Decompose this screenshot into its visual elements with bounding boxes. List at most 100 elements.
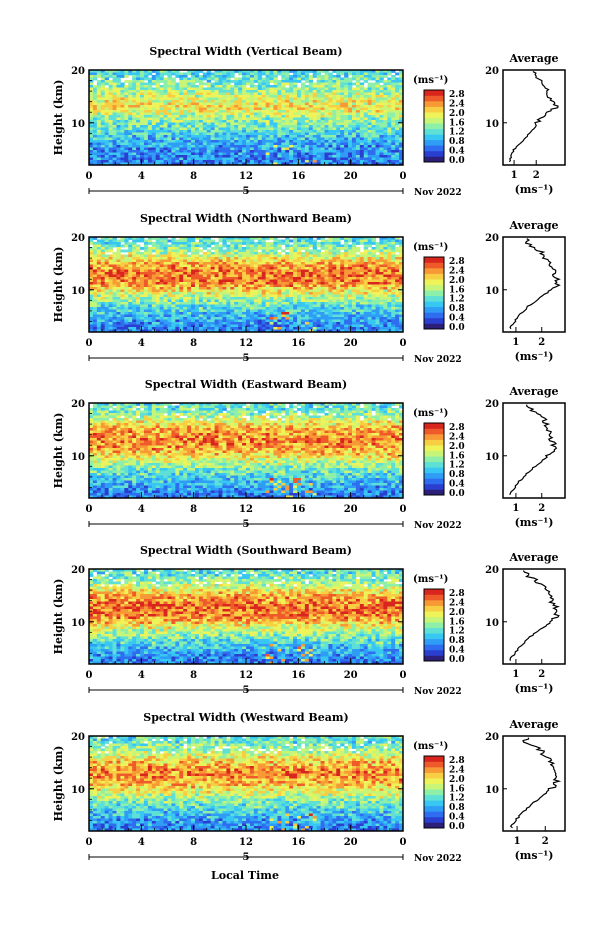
- heatmap-cell: [128, 158, 132, 161]
- heatmap-cell: [317, 88, 321, 91]
- heatmap-cell: [128, 295, 132, 298]
- heatmap-cell: [258, 140, 262, 143]
- heatmap-cell: [336, 252, 340, 255]
- heatmap-cell: [144, 155, 148, 158]
- heatmap-cell: [120, 135, 124, 138]
- heatmap-cell: [321, 100, 325, 103]
- heatmap-cell: [336, 90, 340, 93]
- heatmap-cell: [344, 88, 348, 91]
- heatmap-cell: [360, 148, 364, 151]
- heatmap-cell: [226, 80, 230, 83]
- heatmap-cell: [309, 158, 313, 161]
- heatmap-cell: [195, 272, 199, 275]
- heatmap-cell: [360, 88, 364, 91]
- heatmap-cell: [219, 148, 223, 151]
- heatmap-cell: [266, 267, 270, 270]
- heatmap-cell: [395, 257, 399, 260]
- heatmap-cell: [93, 138, 97, 141]
- heatmap-cell: [305, 295, 309, 298]
- heatmap-cell: [187, 125, 191, 128]
- heatmap-cell: [328, 247, 332, 250]
- heatmap-cell: [364, 285, 368, 288]
- heatmap-cell: [293, 93, 297, 96]
- heatmap-cell: [348, 257, 352, 260]
- heatmap-cell: [105, 118, 109, 121]
- heatmap-cell: [379, 295, 383, 298]
- heatmap-cell: [352, 158, 356, 161]
- heatmap-cell: [266, 95, 270, 98]
- heatmap-cell: [105, 285, 109, 288]
- heatmap-cell: [332, 282, 336, 285]
- heatmap-cell: [387, 153, 391, 156]
- heatmap-cell: [156, 78, 160, 81]
- heatmap-cell: [285, 123, 289, 126]
- heatmap-cell: [164, 125, 168, 128]
- heatmap-cell: [332, 100, 336, 103]
- heatmap-cell: [242, 83, 246, 86]
- heatmap-cell: [277, 245, 281, 248]
- heatmap-cell: [250, 130, 254, 133]
- heatmap-cell: [254, 267, 258, 270]
- heatmap-cell: [285, 108, 289, 111]
- heatmap-cell: [336, 153, 340, 156]
- heatmap-cell: [391, 130, 395, 133]
- heatmap-cell: [124, 270, 128, 273]
- heatmap-cell: [270, 285, 274, 288]
- heatmap-cell: [215, 88, 219, 91]
- heatmap-cell: [195, 110, 199, 113]
- heatmap-cell: [215, 95, 219, 98]
- heatmap-cell: [136, 287, 140, 290]
- heatmap-cell: [179, 242, 183, 245]
- heatmap-cell: [215, 138, 219, 141]
- heatmap-cell: [242, 78, 246, 81]
- heatmap-cell: [148, 285, 152, 288]
- heatmap-cell: [124, 265, 128, 268]
- heatmap-cell: [356, 90, 360, 93]
- heatmap-cell: [105, 105, 109, 108]
- x-tick-label: 16: [291, 171, 305, 182]
- heatmap-cell: [266, 75, 270, 78]
- heatmap-cell: [242, 280, 246, 283]
- heatmap-cell: [148, 292, 152, 295]
- heatmap-cell: [328, 88, 332, 91]
- heatmap-cell: [152, 155, 156, 158]
- heatmap-cell: [309, 275, 313, 278]
- heatmap-cell: [195, 277, 199, 280]
- heatmap-cell: [128, 83, 132, 86]
- heatmap-cell: [120, 277, 124, 280]
- heatmap-cell: [199, 150, 203, 153]
- heatmap-cell: [160, 138, 164, 141]
- heatmap-cell: [187, 98, 191, 101]
- heatmap-cell: [124, 118, 128, 121]
- heatmap-cell: [116, 93, 120, 96]
- heatmap-cell: [168, 292, 172, 295]
- heatmap-cell: [219, 252, 223, 255]
- heatmap-cell: [301, 242, 305, 245]
- heatmap-cell: [136, 143, 140, 146]
- heatmap-cell: [191, 155, 195, 158]
- heatmap-cell: [97, 242, 101, 245]
- heatmap-cell: [313, 240, 317, 243]
- heatmap-cell: [199, 155, 203, 158]
- heatmap-cell: [325, 272, 329, 275]
- x-tick-label: 8: [190, 171, 197, 182]
- heatmap-cell: [207, 280, 211, 283]
- heatmap-cell: [364, 280, 368, 283]
- heatmap-cell: [391, 260, 395, 263]
- heatmap-cell: [340, 280, 344, 283]
- heatmap-cell: [266, 73, 270, 76]
- heatmap-cell: [148, 280, 152, 283]
- heatmap-cell: [270, 282, 274, 285]
- heatmap-cell: [277, 285, 281, 288]
- heatmap-cell: [183, 257, 187, 260]
- heatmap-cell: [321, 140, 325, 143]
- heatmap-cell: [332, 250, 336, 253]
- heatmap-cell: [395, 125, 399, 128]
- heatmap-cell: [207, 270, 211, 273]
- heatmap-cell: [187, 295, 191, 298]
- heatmap-cell: [340, 143, 344, 146]
- heatmap-cell: [168, 272, 172, 275]
- heatmap-cell: [258, 113, 262, 116]
- heatmap-cell: [383, 158, 387, 161]
- heatmap-cell: [140, 260, 144, 263]
